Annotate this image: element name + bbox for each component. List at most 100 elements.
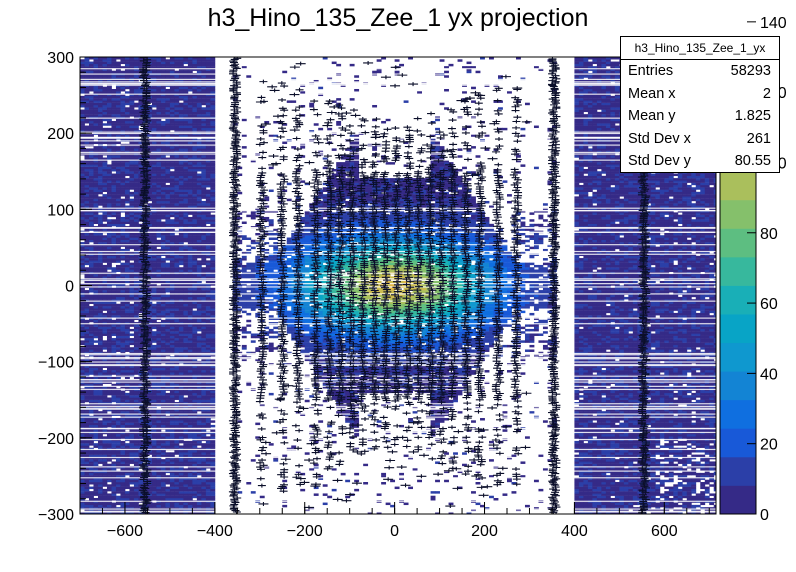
heatmap-cell: [97, 342, 103, 346]
heatmap-cell: [192, 301, 198, 304]
heatmap-cell: [156, 335, 162, 339]
heatmap-cell: [97, 232, 103, 236]
heatmap-cell: [151, 452, 157, 455]
heatmap-cell: [115, 57, 121, 60]
heatmap-cell: [124, 173, 130, 177]
heatmap-cell: [192, 454, 198, 458]
heatmap-cell: [84, 111, 90, 115]
heatmap-cell: [156, 454, 162, 458]
heatmap-cell: [80, 328, 85, 332]
heatmap-cell: [124, 319, 130, 323]
heatmap-cell: [192, 123, 198, 126]
heatmap-cell: [147, 404, 153, 407]
heatmap-cell: [138, 196, 144, 199]
heatmap-cell: [187, 104, 193, 108]
heatmap-cell: [192, 216, 198, 220]
heatmap-cell: [160, 331, 166, 334]
heatmap-cell: [124, 436, 130, 439]
heatmap-cell: [93, 269, 99, 272]
heatmap-cell: [88, 392, 94, 396]
heatmap-cell: [84, 475, 90, 478]
heatmap-cell: [178, 450, 184, 453]
heatmap-cell: [93, 157, 99, 161]
heatmap-cell: [88, 290, 94, 293]
heatmap-cell: [93, 95, 99, 99]
heatmap-cell: [138, 120, 144, 124]
heatmap-cell: [88, 216, 94, 220]
heatmap-cell: [183, 358, 189, 362]
heatmap-cell: [165, 205, 171, 209]
heatmap-cell: [97, 372, 103, 375]
heatmap-cell: [84, 399, 90, 403]
heatmap-cell: [151, 118, 157, 122]
heatmap-cell: [142, 344, 148, 348]
heatmap-cell: [115, 189, 121, 193]
heatmap-cell: [151, 114, 157, 117]
heatmap-cell: [115, 370, 121, 373]
heatmap-cell: [151, 59, 157, 62]
heatmap-cell: [115, 392, 121, 396]
heatmap-cell: [115, 340, 121, 343]
heatmap-cell: [88, 502, 94, 506]
heatmap-cell: [115, 207, 121, 211]
heatmap-cell: [106, 392, 112, 396]
heatmap-cell: [102, 294, 108, 298]
heatmap-cell: [80, 198, 85, 202]
heatmap-cell: [80, 347, 85, 350]
heatmap-cell: [124, 251, 130, 254]
heatmap-cell: [115, 123, 121, 126]
heatmap-cell: [106, 434, 112, 437]
heatmap-cell: [102, 317, 108, 320]
heatmap-cell: [93, 463, 99, 467]
heatmap-cell: [174, 376, 180, 380]
heatmap-cell: [178, 173, 184, 177]
heatmap-cell: [80, 182, 85, 186]
heatmap-cell: [120, 347, 126, 350]
heatmap-cell: [80, 411, 85, 414]
heatmap-cell: [115, 372, 121, 375]
heatmap-cell: [120, 98, 126, 101]
heatmap-cell: [106, 66, 112, 69]
heatmap-cell: [106, 283, 112, 286]
heatmap-cell: [160, 125, 166, 129]
heatmap-cell: [115, 70, 121, 74]
heatmap-cell: [165, 75, 171, 78]
heatmap-cell: [151, 491, 157, 494]
heatmap-cell: [133, 418, 139, 421]
heatmap-cell: [93, 507, 99, 510]
heatmap-cell: [124, 296, 130, 300]
heatmap-cell: [147, 306, 153, 309]
heatmap-cell: [160, 88, 166, 92]
heatmap-cell: [178, 452, 184, 455]
heatmap-cell: [102, 299, 108, 302]
heatmap-cell: [97, 260, 103, 263]
heatmap-cell: [196, 454, 202, 458]
heatmap-cell: [192, 91, 198, 94]
heatmap-cell: [138, 280, 144, 284]
heatmap-cell: [183, 502, 189, 506]
heatmap-cell: [169, 456, 175, 460]
heatmap-cell: [93, 312, 99, 316]
heatmap-cell: [133, 66, 139, 69]
heatmap-cell: [174, 306, 180, 309]
heatmap-cell: [183, 102, 189, 106]
heatmap-cell: [115, 93, 121, 97]
heatmap-cell: [129, 200, 135, 204]
heatmap-cell: [97, 173, 103, 177]
heatmap-cell: [174, 488, 180, 492]
heatmap-cell: [97, 221, 103, 225]
heatmap-cell: [93, 386, 99, 389]
heatmap-cell: [80, 472, 85, 476]
heatmap-cell: [124, 504, 130, 508]
heatmap-cell: [192, 411, 198, 414]
heatmap-cell: [129, 312, 135, 316]
heatmap-cell: [133, 104, 139, 108]
heatmap-cell: [165, 479, 171, 483]
heatmap-cell: [169, 301, 175, 304]
heatmap-cell: [174, 335, 180, 339]
heatmap-cell: [115, 335, 121, 339]
heatmap-cell: [151, 315, 157, 318]
heatmap-cell: [178, 104, 184, 108]
heatmap-cell: [88, 237, 94, 240]
heatmap-cell: [88, 162, 94, 165]
